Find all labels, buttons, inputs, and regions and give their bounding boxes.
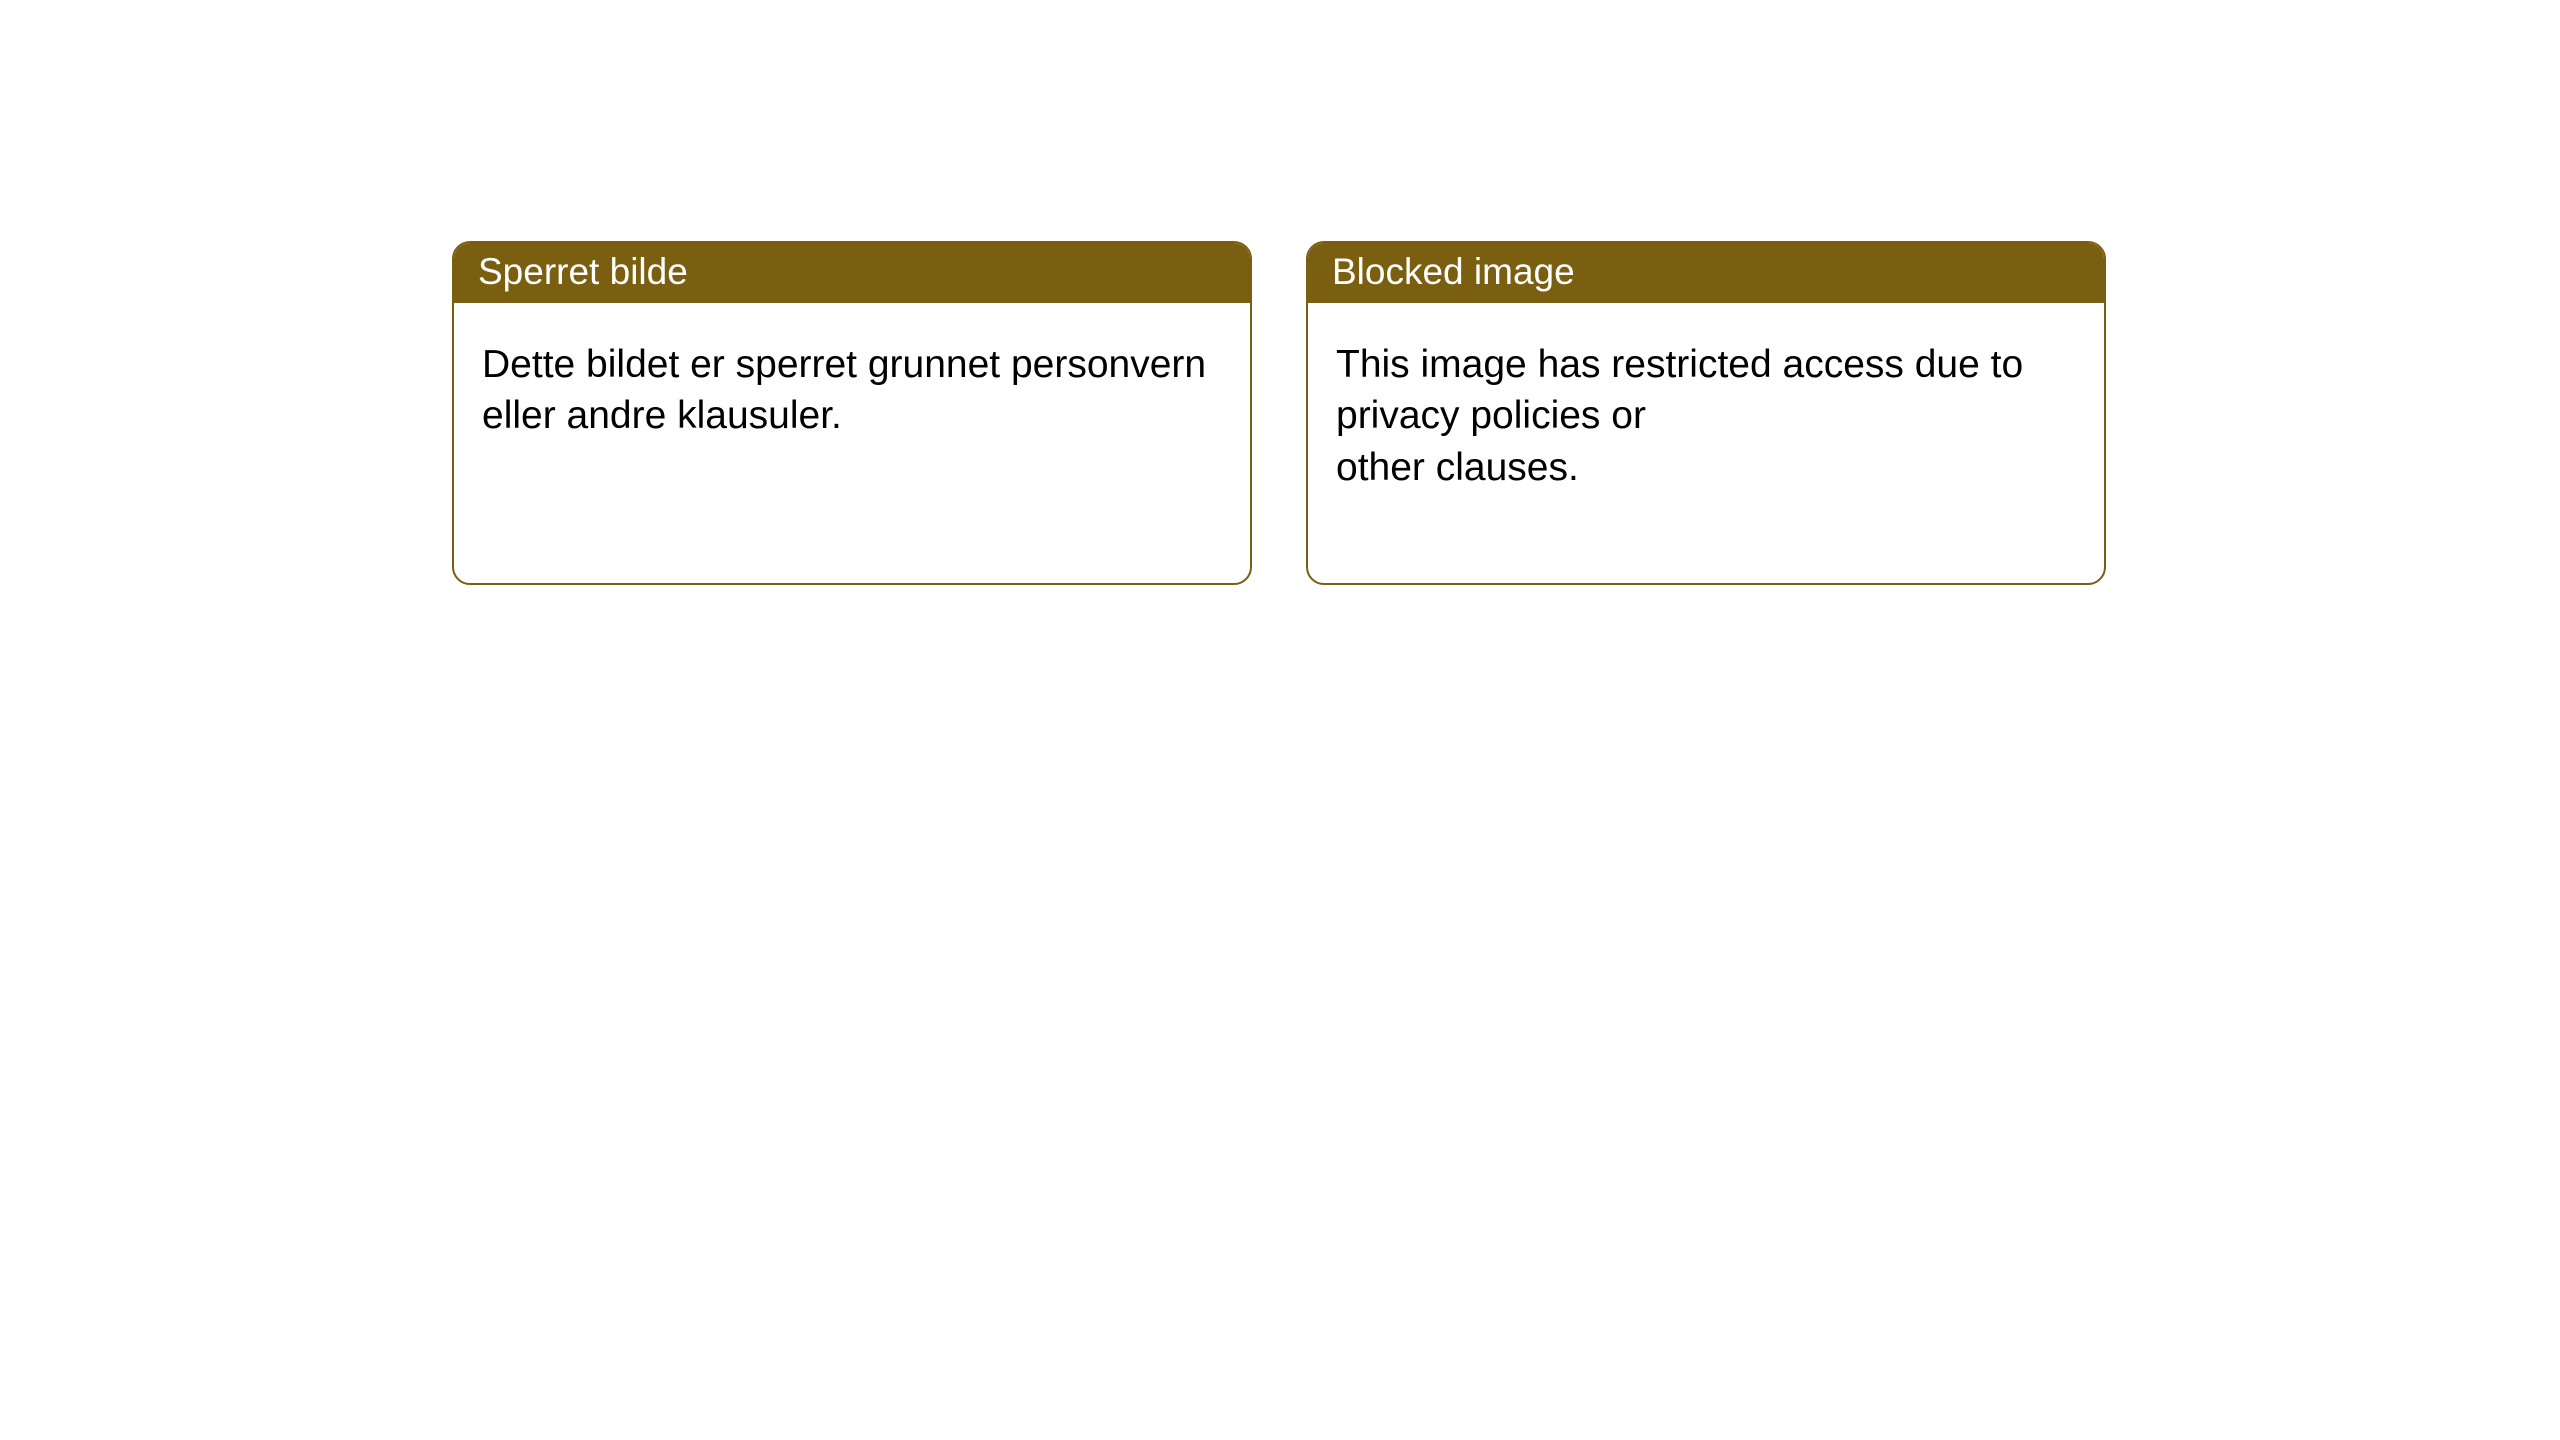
notice-container: Sperret bilde Dette bildet er sperret gr… (0, 0, 2560, 585)
notice-card-norwegian: Sperret bilde Dette bildet er sperret gr… (452, 241, 1252, 585)
notice-body-english: This image has restricted access due to … (1308, 303, 2104, 583)
notice-card-english: Blocked image This image has restricted … (1306, 241, 2106, 585)
notice-header-norwegian: Sperret bilde (454, 243, 1250, 303)
notice-header-english: Blocked image (1308, 243, 2104, 303)
notice-body-norwegian: Dette bildet er sperret grunnet personve… (454, 303, 1250, 532)
